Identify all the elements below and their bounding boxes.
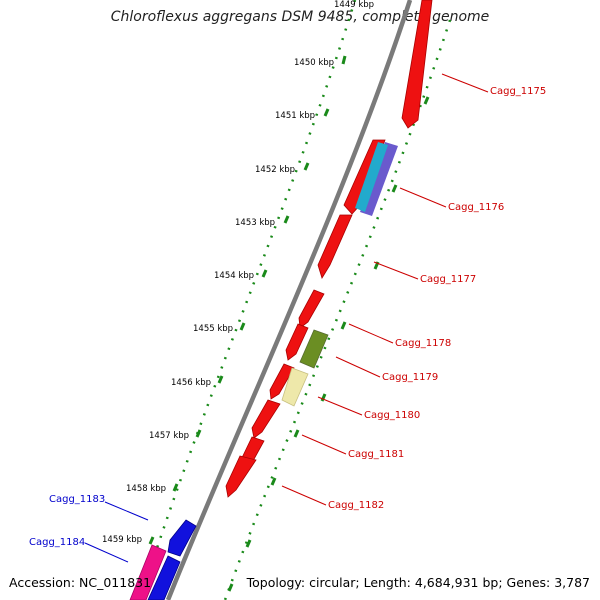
gene-label-cagg-1180[interactable]: Cagg_1180 [364, 410, 420, 421]
gene-cagg-1178-a[interactable] [298, 289, 325, 329]
tick-label: 1449 kbp [334, 0, 374, 10]
genome-backbone [165, 0, 413, 600]
inner-major-ticks [227, 96, 430, 592]
gene-cagg-1178-b[interactable] [285, 323, 309, 361]
gene-cagg-1182[interactable] [225, 455, 257, 498]
gene-label-cagg-1175[interactable]: Cagg_1175 [490, 86, 546, 97]
tick-label: 1458 kbp [126, 484, 166, 494]
reverse-strand-genes [129, 519, 197, 600]
gene-label-cagg-1179[interactable]: Cagg_1179 [382, 372, 438, 383]
tick-label: 1457 kbp [149, 431, 189, 441]
gene-label-cagg-1184[interactable]: Cagg_1184 [29, 537, 85, 548]
feature-blocks [281, 142, 398, 407]
tick-label: 1455 kbp [193, 324, 233, 334]
gene-label-cagg-1176[interactable]: Cagg_1176 [448, 202, 504, 213]
tick-label: 1451 kbp [275, 111, 315, 121]
gene-label-cagg-1177[interactable]: Cagg_1177 [420, 274, 476, 285]
feature-teal [355, 142, 388, 212]
gene-cagg-1184[interactable] [129, 544, 167, 600]
forward-strand-genes [225, 0, 433, 498]
tick-labels: 1449 kbp 1450 kbp 1451 kbp 1452 kbp 1453… [102, 0, 374, 545]
tick-label: 1453 kbp [235, 218, 275, 228]
gene-cagg-1179[interactable] [269, 363, 295, 400]
gene-cagg-1175[interactable] [401, 0, 433, 129]
gene-cagg-1180[interactable] [251, 399, 281, 439]
tick-label: 1456 kbp [171, 378, 211, 388]
tick-label: 1454 kbp [214, 271, 254, 281]
tick-label: 1459 kbp [102, 535, 142, 545]
tick-ring-inner [223, 19, 452, 600]
gene-label-cagg-1182[interactable]: Cagg_1182 [328, 500, 384, 511]
topology-text: Topology: circular; Length: 4,684,931 bp… [246, 575, 590, 590]
gene-cagg-1177[interactable] [317, 214, 353, 279]
tick-label: 1452 kbp [255, 165, 295, 175]
gene-labels: Cagg_1175 Cagg_1176 Cagg_1177 Cagg_1178 … [29, 86, 546, 548]
gene-cagg-1183[interactable] [167, 519, 197, 557]
tick-label: 1450 kbp [294, 58, 334, 68]
label-leaders [84, 73, 489, 563]
feature-khaki [281, 367, 309, 407]
tick-ring-outer [138, 0, 357, 600]
gene-label-cagg-1183[interactable]: Cagg_1183 [49, 494, 105, 505]
gene-cagg-1184-b[interactable] [147, 555, 181, 600]
feature-olive [299, 329, 329, 369]
map-title: Chloroflexus aggregans DSM 9485, complet… [110, 9, 490, 25]
accession-text: Accession: NC_011831 [9, 575, 152, 590]
gene-label-cagg-1181[interactable]: Cagg_1181 [348, 449, 404, 460]
outer-major-ticks [148, 55, 347, 545]
gene-label-cagg-1178[interactable]: Cagg_1178 [395, 338, 451, 349]
